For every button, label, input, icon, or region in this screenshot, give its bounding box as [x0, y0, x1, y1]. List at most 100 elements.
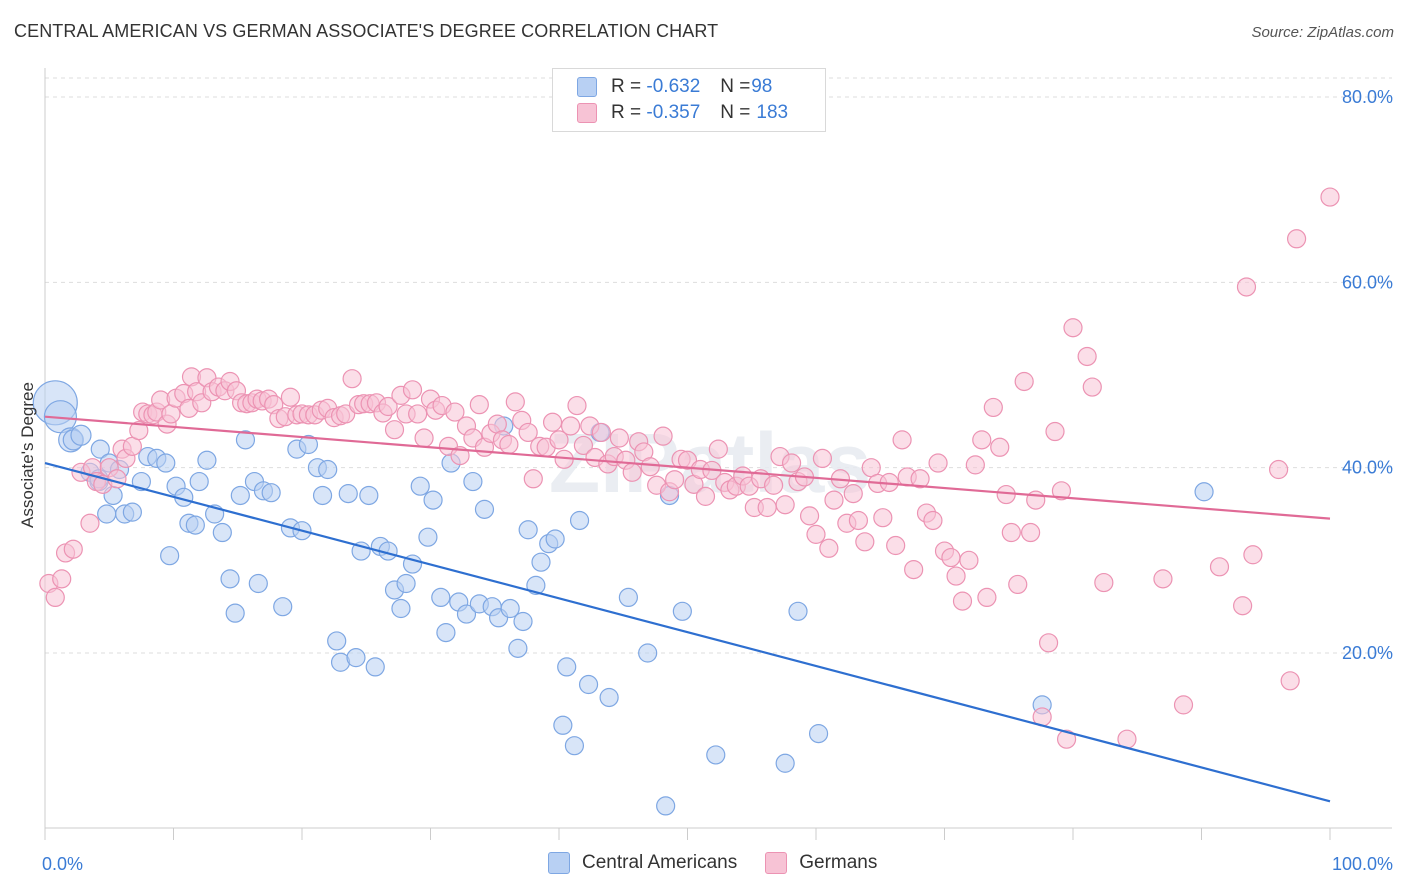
data-point-germans [708, 439, 728, 459]
legend-item-central-americans[interactable]: Central Americans [548, 852, 737, 874]
data-point-germans [855, 532, 875, 552]
data-point-germans [1051, 481, 1072, 501]
data-point-germans [280, 387, 301, 407]
data-point-central-americans [225, 603, 245, 623]
data-point-germans [1056, 729, 1077, 749]
data-point-germans [523, 469, 543, 489]
data-point-central-americans [273, 597, 293, 617]
y-tick-label: 40.0% [1342, 458, 1393, 478]
data-point-germans [384, 420, 405, 440]
data-point-germans [1001, 522, 1021, 543]
data-point-germans [567, 395, 587, 416]
data-point-central-americans [500, 598, 520, 619]
y-axis-label: Associate's Degree [18, 382, 37, 528]
data-point-central-americans [359, 485, 379, 506]
data-point-germans [775, 495, 795, 515]
data-point-central-americans [618, 587, 638, 608]
data-point-germans [450, 446, 470, 466]
data-point-germans [1153, 569, 1173, 589]
data-point-germans [990, 437, 1010, 457]
data-point-germans [1243, 545, 1263, 565]
source-label: Source: ZipAtlas.com [1251, 24, 1394, 41]
x-tick-label-max: 100.0% [1332, 854, 1393, 874]
data-point-central-americans [391, 598, 411, 619]
x-tick-label-min: 0.0% [42, 854, 83, 874]
data-point-central-americans [230, 485, 250, 506]
legend-label: Central Americans [582, 852, 738, 873]
legend-r-label: R = [611, 76, 642, 97]
legend-swatch-pink [765, 852, 788, 874]
data-point-germans [45, 587, 65, 608]
data-point-germans [972, 430, 992, 450]
legend-n-label: N = [720, 102, 751, 123]
data-point-central-americans [261, 483, 281, 503]
data-point-germans [549, 430, 569, 450]
data-point-central-americans [131, 471, 151, 492]
data-point-germans [1209, 557, 1230, 577]
data-point-germans [1038, 633, 1059, 653]
data-point-germans [819, 538, 839, 558]
data-point-germans [806, 524, 826, 544]
data-point-central-americans [788, 601, 808, 621]
data-point-germans [965, 455, 985, 475]
data-point-central-americans [220, 569, 240, 589]
data-point-central-americans [160, 546, 180, 566]
data-point-germans [983, 397, 1003, 418]
data-point-germans [1280, 671, 1300, 691]
data-point-germans [1094, 572, 1114, 593]
data-point-central-americans [365, 657, 385, 677]
data-point-germans [342, 369, 362, 389]
data-point-germans [873, 508, 893, 528]
data-point-germans [609, 428, 629, 448]
data-point-germans [63, 539, 83, 559]
data-point-central-americans [706, 745, 726, 765]
data-point-germans [1268, 459, 1289, 480]
data-point-central-americans [235, 430, 256, 450]
data-point-germans [1173, 695, 1194, 715]
data-point-germans [824, 490, 844, 510]
data-point-germans [695, 486, 716, 506]
legend-label: Germans [799, 852, 878, 873]
stats-legend: R = -0.632 N = 98 R = -0.357 N = 183 [552, 68, 826, 132]
data-point-germans [977, 587, 997, 608]
data-point-central-americans [518, 520, 538, 540]
data-point-germans [414, 428, 434, 448]
data-point-germans [677, 450, 698, 470]
data-point-germans [560, 416, 581, 436]
data-point-central-americans [346, 648, 366, 668]
data-point-germans [799, 506, 820, 526]
data-point-germans [1082, 377, 1102, 397]
data-point-central-americans [456, 604, 477, 624]
data-point-central-americans [423, 490, 443, 510]
data-point-germans [1286, 229, 1307, 249]
data-point-germans [665, 470, 685, 490]
data-point-central-americans [463, 471, 483, 492]
data-point-central-americans [545, 529, 565, 549]
series-legend: Central Americans Germans [548, 852, 905, 874]
data-point-germans [1233, 596, 1253, 616]
data-point-germans [1236, 277, 1257, 297]
data-point-central-americans [808, 724, 829, 744]
data-point-germans [107, 469, 127, 489]
data-point-germans [946, 566, 966, 586]
data-point-germans [959, 550, 979, 570]
data-point-central-americans [185, 515, 205, 535]
data-point-germans [573, 435, 594, 456]
legend-swatch-blue [577, 77, 597, 97]
data-point-germans [653, 426, 673, 446]
data-point-central-americans [672, 601, 692, 621]
data-point-central-americans [318, 459, 338, 480]
data-point-central-americans [212, 522, 232, 543]
data-point-germans [941, 547, 961, 568]
legend-swatch-blue [548, 852, 570, 874]
data-point-central-americans [418, 527, 438, 547]
data-point-germans [886, 535, 906, 556]
data-point-central-americans [474, 499, 495, 519]
legend-swatch-pink [577, 103, 597, 123]
data-point-central-americans [564, 736, 585, 756]
y-tick-label: 20.0% [1342, 643, 1393, 663]
data-point-central-americans [1194, 482, 1214, 502]
legend-item-germans[interactable]: Germans [765, 852, 877, 874]
data-point-central-americans [97, 504, 117, 524]
